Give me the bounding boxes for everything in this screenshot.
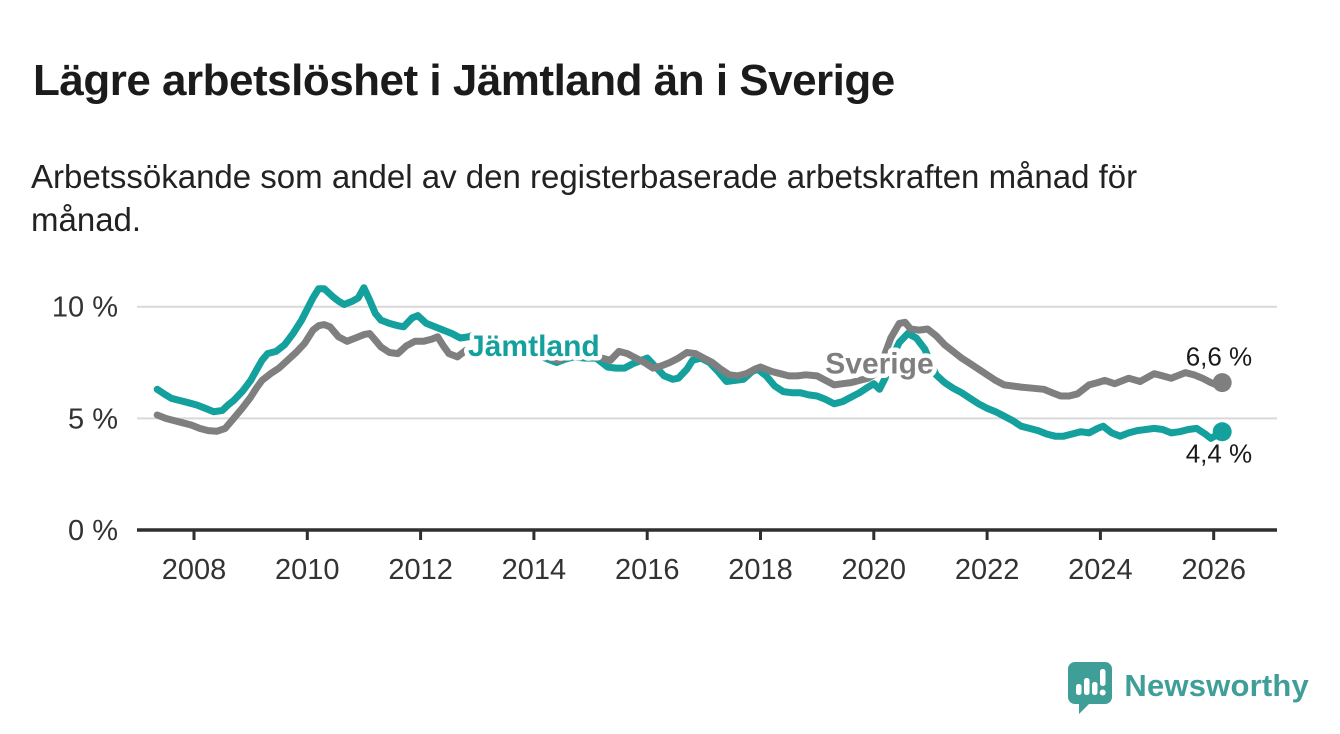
brand-footer: Newsworthy <box>1067 655 1309 717</box>
x-axis: 2008 2010 2012 2014 2016 2018 2020 2022 2024 2026 <box>137 528 1277 586</box>
bar-chart-glyph <box>1076 669 1107 696</box>
x-tick-label: 2022 <box>955 554 1020 586</box>
x-tick-label: 2018 <box>728 554 793 586</box>
exclamation-dot <box>1100 689 1107 696</box>
y-tick-label: 5 % <box>68 403 118 435</box>
page-title: Lägre arbetslöshet i Jämtland än i Sveri… <box>33 56 895 106</box>
speech-bubble-shape <box>1068 662 1113 714</box>
end-value-label-jämtland: 4,4 % <box>1186 439 1253 469</box>
y-tick-label: 0 % <box>68 515 118 547</box>
end-value-label-sverige: 6,6 % <box>1186 342 1253 372</box>
exclamation-stem <box>1100 669 1106 686</box>
gridlines: 0 % 5 % 10 % <box>52 292 1277 547</box>
series-line-jämtland <box>153 284 1226 442</box>
x-tick-label: 2016 <box>615 554 680 586</box>
series-label-sverige: Sverige <box>825 348 933 381</box>
x-tick-label: 2026 <box>1181 554 1246 586</box>
x-tick-label: 2008 <box>162 554 227 586</box>
end-dot-jämtland <box>1212 422 1232 442</box>
x-tick-label: 2020 <box>842 554 907 586</box>
brand-name: Newsworthy <box>1124 668 1309 703</box>
x-tick-label: 2024 <box>1068 554 1133 586</box>
newsworthy-logo-icon <box>1068 662 1113 714</box>
series-line-sverige <box>153 318 1226 435</box>
x-tick-label: 2014 <box>502 554 567 586</box>
series-name-labels: Jämtland Sverige <box>464 325 939 385</box>
series-lines <box>153 284 1226 442</box>
end-dot-sverige <box>1212 373 1232 393</box>
x-tick-label: 2012 <box>388 554 453 586</box>
y-tick-label: 10 % <box>52 292 118 324</box>
x-tick-label: 2010 <box>275 554 340 586</box>
chart-subtitle: Arbetssökande som andel av den registerb… <box>31 158 1138 238</box>
series-label-jämtland: Jämtland <box>468 330 600 363</box>
series-end-markers: 4,4 % 6,6 % <box>1183 339 1256 472</box>
